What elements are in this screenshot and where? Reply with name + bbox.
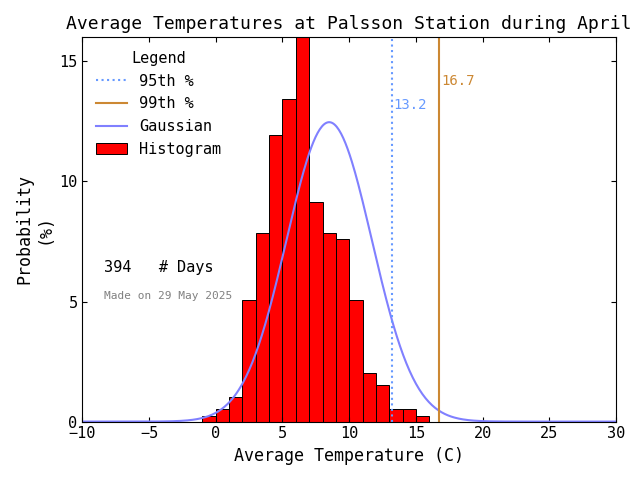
Bar	[229, 397, 243, 421]
Gaussian	[612, 419, 620, 424]
Text: Made on 29 May 2025: Made on 29 May 2025	[104, 290, 232, 300]
Bar	[349, 300, 362, 421]
Bar	[256, 233, 269, 421]
Text: 16.7: 16.7	[441, 74, 475, 88]
Bar	[376, 385, 389, 421]
Gaussian	[326, 120, 333, 125]
Legend: 95th %, 99th %, Gaussian, Histogram: 95th %, 99th %, Gaussian, Histogram	[90, 45, 227, 163]
Bar	[362, 373, 376, 421]
Bar	[389, 409, 403, 421]
Bar	[309, 202, 323, 421]
Bar	[416, 416, 429, 421]
Bar	[282, 98, 296, 421]
Gaussian	[333, 124, 340, 130]
Bar	[243, 300, 256, 421]
Bar	[323, 233, 336, 421]
X-axis label: Average Temperature (C): Average Temperature (C)	[234, 447, 464, 465]
95th %	[388, 395, 396, 400]
Y-axis label: Probability
(%): Probability (%)	[15, 174, 54, 285]
Gaussian	[397, 346, 405, 352]
Text: 13.2: 13.2	[393, 98, 427, 112]
Bar	[403, 409, 416, 421]
Text: 394   # Days: 394 # Days	[104, 260, 213, 275]
Gaussian	[368, 239, 376, 244]
Bar	[202, 416, 216, 421]
Gaussian	[517, 419, 525, 424]
Bar	[216, 409, 229, 421]
99th %	[435, 419, 442, 424]
Gaussian	[600, 419, 608, 424]
Gaussian	[79, 419, 86, 424]
99th %	[435, 395, 442, 400]
Gaussian	[336, 129, 344, 135]
Line: Gaussian: Gaussian	[83, 122, 616, 421]
Bar	[296, 32, 309, 421]
Title: Average Temperatures at Palsson Station during April: Average Temperatures at Palsson Station …	[67, 15, 632, 33]
95th %	[388, 419, 396, 424]
Bar	[336, 239, 349, 421]
Bar	[269, 135, 282, 421]
